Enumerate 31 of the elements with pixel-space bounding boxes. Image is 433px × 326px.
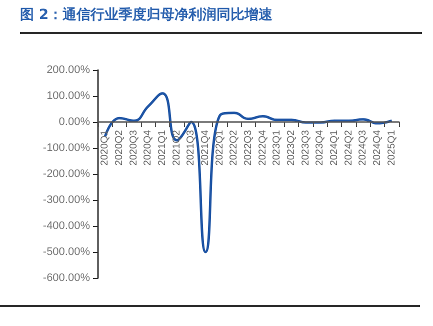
x-tick-label: 2020Q2 (114, 130, 125, 166)
y-tick-label: 0.00% (58, 116, 90, 128)
x-tick-label: 2021Q1 (157, 130, 168, 166)
y-tick-label: -600.00% (42, 272, 90, 284)
x-tick-label: 2025Q1 (386, 130, 398, 166)
x-tick-label: 2022Q4 (257, 130, 268, 166)
y-tick-label: 100.00% (46, 90, 90, 102)
x-tick-label: 2020Q1 (100, 130, 111, 166)
x-tick-label: 2024Q3 (358, 130, 369, 166)
x-tick-label: 2024Q2 (343, 130, 354, 166)
chart-title: 图 2：通信行业季度归母净利润同比增速 (20, 6, 422, 34)
x-tick-label: 2021Q3 (186, 130, 197, 166)
x-tick-label: 2020Q3 (128, 130, 140, 166)
x-tick-label: 2023Q3 (300, 130, 312, 166)
y-tick-label: -100.00% (42, 142, 90, 154)
x-tick-label: 2023Q1 (272, 130, 283, 166)
x-tick-label: 2021Q4 (200, 130, 211, 166)
x-tick-label: 2024Q1 (329, 130, 340, 166)
x-tick-label: 2023Q4 (314, 130, 326, 166)
y-tick-label: -300.00% (42, 194, 90, 206)
x-tick-label: 2022Q3 (243, 130, 254, 166)
x-tick-label: 2020Q4 (142, 130, 154, 166)
y-tick-label: -500.00% (42, 246, 90, 258)
y-tick-label: -400.00% (42, 220, 90, 232)
x-tick-label: 2022Q1 (214, 130, 226, 166)
x-tick-label: 2024Q4 (372, 130, 383, 166)
x-tick-label: 2023Q2 (286, 130, 297, 166)
y-tick-label: -200.00% (42, 168, 90, 180)
y-tick-label: 200.00% (46, 64, 90, 76)
x-tick-label: 2021Q2 (171, 130, 182, 166)
x-tick-label: 2022Q2 (228, 130, 240, 166)
